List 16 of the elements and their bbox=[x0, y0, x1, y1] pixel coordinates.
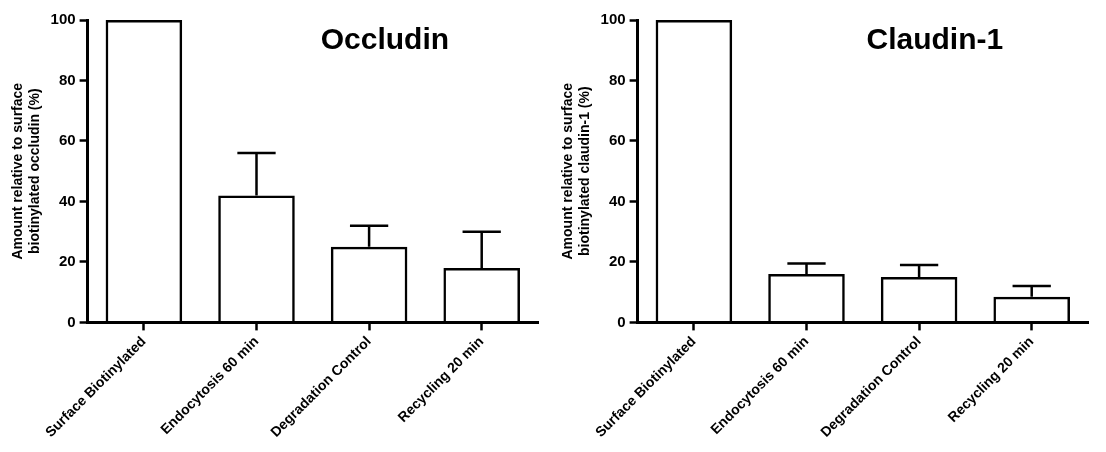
y-tick-label: 100 bbox=[50, 10, 76, 28]
y-tick-label: 40 bbox=[608, 191, 626, 209]
y-tick-label: 20 bbox=[608, 252, 626, 270]
y-tick-label: 80 bbox=[608, 70, 626, 88]
y-tick-label: 20 bbox=[58, 252, 76, 270]
y-tick-label: 100 bbox=[600, 10, 626, 28]
y-tick-label: 0 bbox=[617, 312, 626, 330]
y-tick-label: 40 bbox=[58, 191, 76, 209]
y-tick-label: 80 bbox=[58, 70, 76, 88]
y-tick-label: 60 bbox=[58, 131, 76, 149]
y-tick-label: 0 bbox=[67, 312, 76, 330]
y-axis-title: Amount relative to surface biotinylated occludin (%) bbox=[9, 82, 43, 260]
y-tick-label: 60 bbox=[608, 131, 626, 149]
chart-title: Occludin bbox=[320, 22, 450, 56]
chart-title: Claudin-1 bbox=[866, 22, 1004, 56]
y-axis-title: Amount relative to surface biotinylated claudin-1 (%) bbox=[559, 82, 593, 260]
